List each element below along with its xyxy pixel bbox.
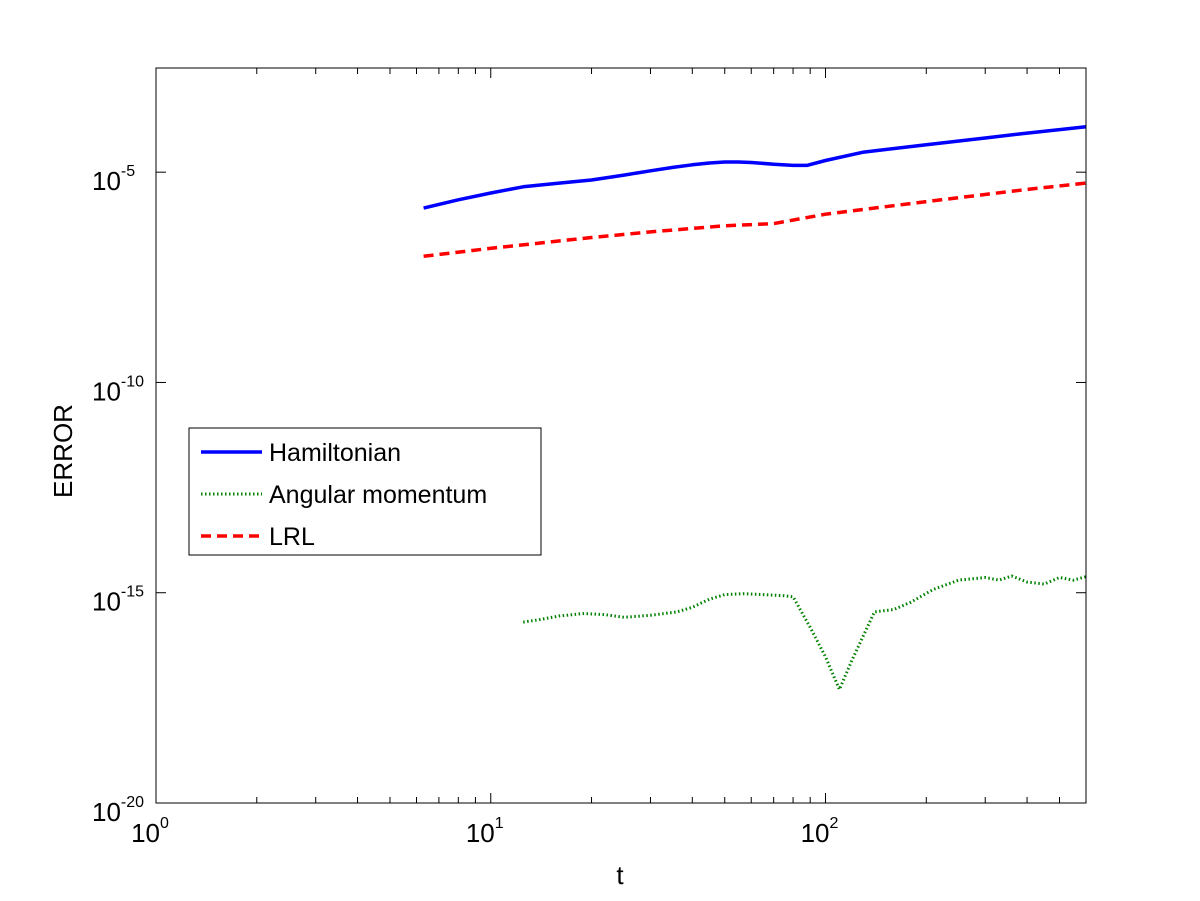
legend-label: LRL xyxy=(269,523,315,551)
y-tick-label: 10-15 xyxy=(92,584,144,617)
y-tick-label: 10-10 xyxy=(92,373,144,406)
legend-label: Angular momentum xyxy=(269,481,487,509)
plot-frame xyxy=(155,67,1087,804)
y-tick-label: 10-5 xyxy=(92,163,135,196)
x-tick-label: 100 xyxy=(131,815,169,848)
legend-label: Hamiltonian xyxy=(269,439,401,467)
y-axis-label: ERROR xyxy=(48,404,78,498)
tick-labels-layer: 100 101 102 10-20 10-15 10-10 10-5 xyxy=(92,163,839,848)
ticks-layer xyxy=(155,68,1087,804)
series-layer xyxy=(423,125,1087,691)
legend-box xyxy=(188,427,542,556)
x-axis-label: t xyxy=(616,860,624,890)
x-tick-label: 102 xyxy=(801,815,839,848)
series-line-hamiltonian xyxy=(423,125,1087,210)
legend: Hamiltonian Angular momentum LRL xyxy=(188,427,542,556)
y-tick-label: 10-20 xyxy=(92,794,144,827)
series-line-lrl xyxy=(423,181,1087,259)
x-tick-label: 101 xyxy=(466,815,504,848)
